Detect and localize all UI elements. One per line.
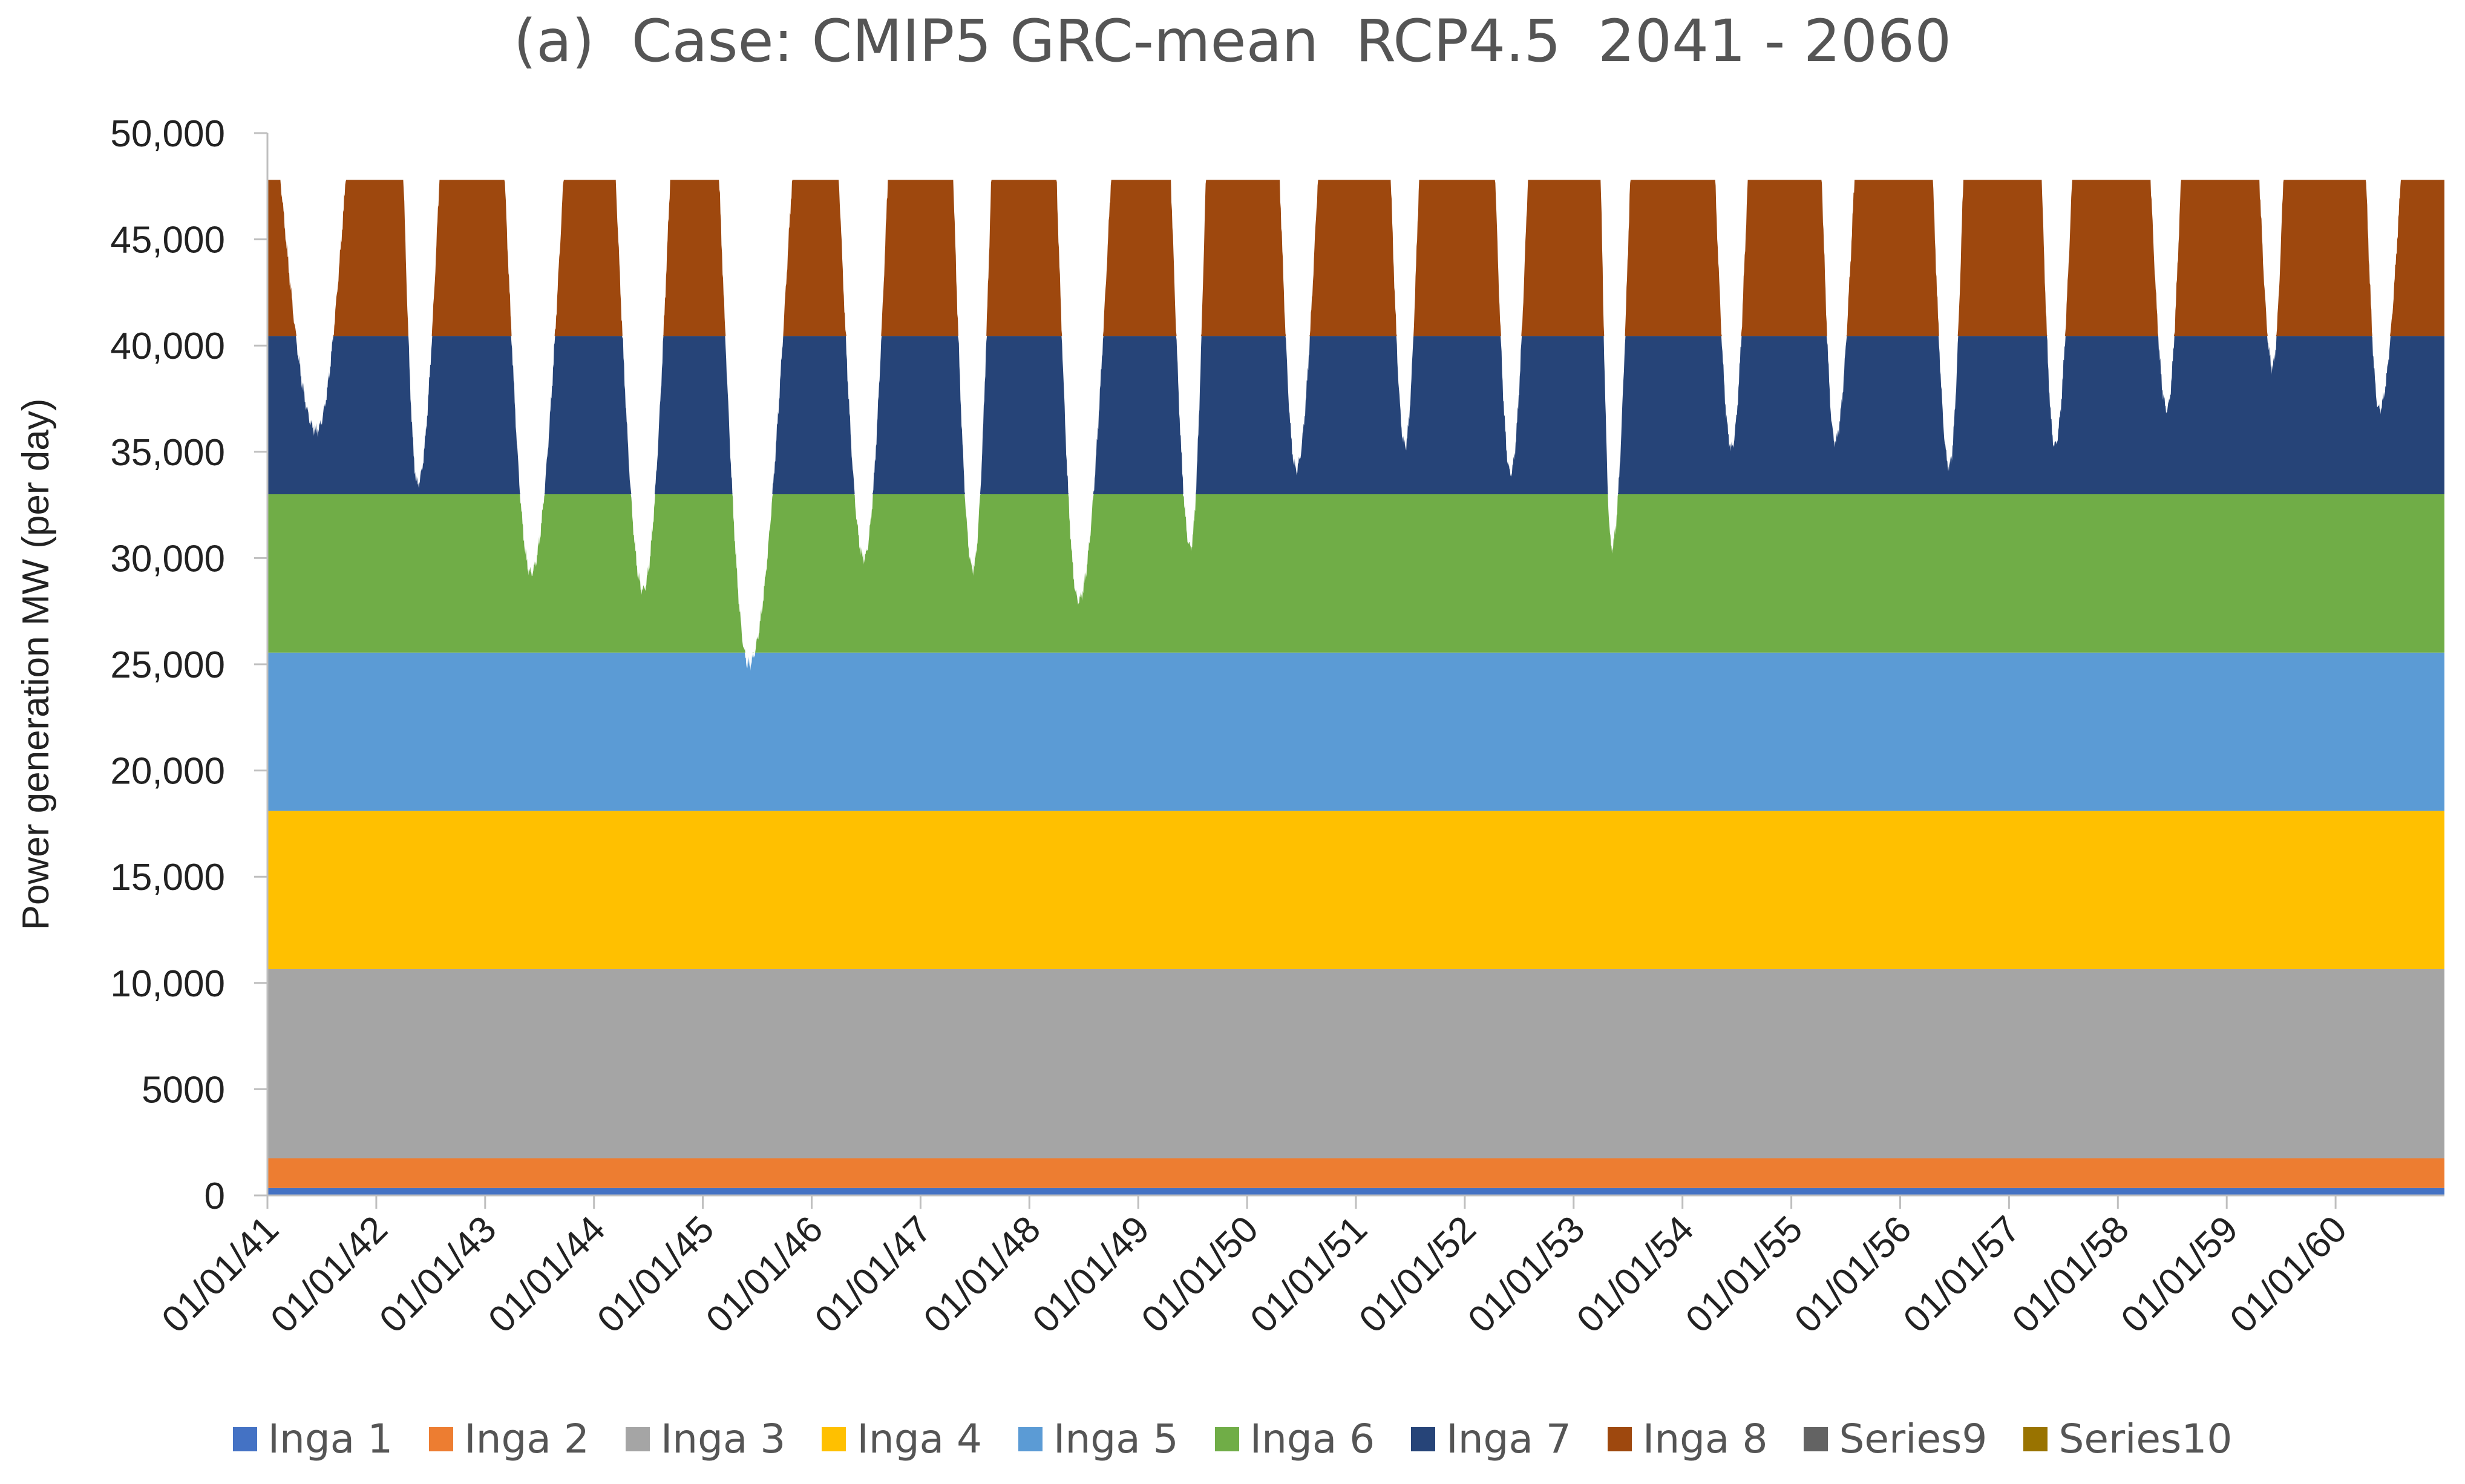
y-tick-label: 0 — [205, 1175, 225, 1217]
legend-swatch — [1214, 1427, 1239, 1451]
legend-item-series9: Series9 — [1804, 1416, 1987, 1462]
legend-label: Inga 1 — [267, 1416, 393, 1462]
series-area-inga-3 — [267, 969, 2444, 1159]
x-tick-label: 01/01/44 — [480, 1208, 613, 1341]
y-tick-label: 20,000 — [110, 751, 225, 793]
series-area-inga-4 — [267, 811, 2444, 969]
legend-label: Inga 2 — [464, 1416, 589, 1462]
legend-swatch — [822, 1427, 846, 1451]
legend-label: Inga 6 — [1249, 1416, 1375, 1462]
x-tick-label: 01/01/57 — [1896, 1208, 2028, 1341]
y-tick-label: 15,000 — [110, 857, 225, 898]
x-tick-label: 01/01/52 — [1351, 1208, 1484, 1341]
legend-item-inga-8: Inga 8 — [1607, 1416, 1768, 1462]
series-area-inga-1 — [267, 1188, 2444, 1195]
legend-item-inga-2: Inga 2 — [429, 1416, 589, 1462]
legend-item-inga-3: Inga 3 — [625, 1416, 786, 1462]
legend-label: Inga 8 — [1642, 1416, 1768, 1462]
legend-label: Series9 — [1839, 1416, 1988, 1462]
y-tick-label: 35,000 — [110, 432, 225, 474]
series-area-inga-2 — [267, 1158, 2444, 1188]
x-tick-label: 01/01/60 — [2222, 1208, 2355, 1341]
x-tick-label: 01/01/41 — [154, 1208, 286, 1341]
legend-item-series10: Series10 — [2023, 1416, 2232, 1462]
chart-title: (a) Case: CMIP5 GRC-mean RCP4.5 2041 - 2… — [513, 7, 1952, 75]
y-tick-label: 10,000 — [110, 963, 225, 1005]
x-tick-label: 01/01/58 — [2005, 1208, 2137, 1341]
legend-item-inga-7: Inga 7 — [1411, 1416, 1571, 1462]
x-tick-label: 01/01/50 — [1134, 1208, 1266, 1341]
legend-swatch — [1804, 1427, 1828, 1451]
legend: Inga 1 Inga 2 Inga 3 Inga 4 Inga 5 Inga 6 Inga… — [0, 1416, 2465, 1462]
legend-swatch — [625, 1427, 650, 1451]
x-tick-label: 01/01/46 — [698, 1208, 831, 1341]
y-tick-label: 5000 — [142, 1069, 225, 1111]
legend-label: Inga 4 — [857, 1416, 983, 1462]
legend-swatch — [1607, 1427, 1632, 1451]
legend-label: Inga 3 — [660, 1416, 786, 1462]
y-tick-label: 45,000 — [110, 220, 225, 261]
y-tick-label: 25,000 — [110, 644, 225, 686]
legend-swatch — [1018, 1427, 1043, 1451]
legend-swatch — [1411, 1427, 1436, 1451]
x-tick-label: 01/01/51 — [1242, 1208, 1375, 1341]
series-area-inga-8 — [267, 180, 2444, 336]
legend-label: Series10 — [2058, 1416, 2233, 1462]
x-tick-label: 01/01/59 — [2113, 1208, 2246, 1341]
legend-label: Inga 5 — [1053, 1416, 1179, 1462]
legend-swatch — [2023, 1427, 2048, 1451]
x-tick-label: 01/01/54 — [1569, 1208, 1701, 1341]
legend-swatch — [232, 1427, 257, 1451]
series-area-inga-7 — [267, 336, 2444, 494]
x-tick-label: 01/01/55 — [1678, 1208, 1810, 1341]
x-tick-label: 01/01/45 — [589, 1208, 722, 1341]
x-tick-label: 01/01/56 — [1787, 1208, 1919, 1341]
y-tick-label: 50,000 — [110, 113, 225, 155]
series-area-inga-5 — [267, 652, 2444, 811]
legend-label: Inga 7 — [1446, 1416, 1571, 1462]
y-axis-label: Power generation MW (per day) — [15, 399, 57, 930]
legend-swatch — [429, 1427, 454, 1451]
legend-item-inga-6: Inga 6 — [1214, 1416, 1375, 1462]
x-tick-label: 01/01/53 — [1460, 1208, 1593, 1341]
y-tick-label: 30,000 — [110, 538, 225, 580]
x-tick-label: 01/01/43 — [372, 1208, 504, 1341]
x-tick-label: 01/01/49 — [1025, 1208, 1157, 1341]
x-tick-label: 01/01/48 — [916, 1208, 1049, 1341]
y-tick-label: 40,000 — [110, 325, 225, 367]
legend-item-inga-4: Inga 4 — [822, 1416, 982, 1462]
x-tick-label: 01/01/47 — [807, 1208, 940, 1341]
legend-item-inga-1: Inga 1 — [232, 1416, 393, 1462]
x-tick-label: 01/01/42 — [263, 1208, 395, 1341]
legend-item-inga-5: Inga 5 — [1018, 1416, 1179, 1462]
series-area-inga-6 — [267, 494, 2444, 653]
